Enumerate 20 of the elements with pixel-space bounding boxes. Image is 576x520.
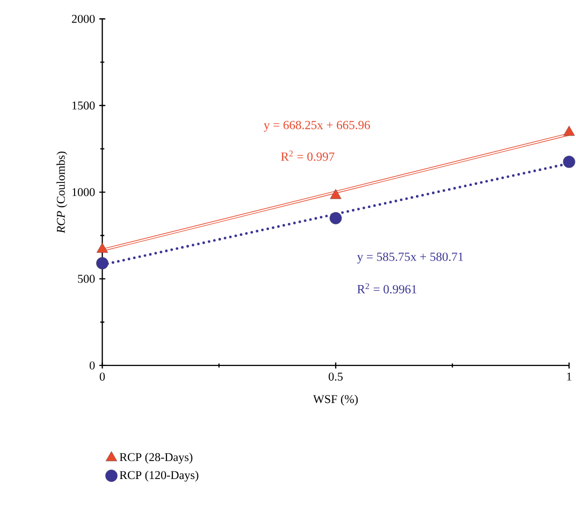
x-tick-label: 1 xyxy=(567,372,572,380)
x-tick-label: 0.5 xyxy=(328,372,343,380)
y-tick-label: 0 xyxy=(90,361,95,370)
y-tick-label: 2000 xyxy=(72,14,95,23)
annotation: R$^{2}$ = 0.997 xyxy=(281,150,334,161)
annotation: R$^{2}$ = 0.9961 xyxy=(357,283,416,294)
annotation: y = 668.25x + 665.96 xyxy=(264,120,370,132)
y-axis-title: RCP (Coulombs) xyxy=(56,151,68,234)
x-tick-label: 0 xyxy=(100,372,105,380)
x-axis-title: WSF (%) xyxy=(313,394,358,406)
y-tick-label: 500 xyxy=(78,274,95,283)
legend-label: RCP (28-Days) xyxy=(120,452,192,464)
point xyxy=(330,212,342,224)
point xyxy=(96,242,108,253)
legend-label: RCP (120-Days) xyxy=(120,470,198,482)
y-tick-label: 1000 xyxy=(72,188,95,196)
y-tick-label: 1500 xyxy=(72,101,95,110)
point xyxy=(96,256,108,270)
annotation: y = 585.75x + 580.71 xyxy=(357,252,463,264)
point xyxy=(330,188,342,199)
